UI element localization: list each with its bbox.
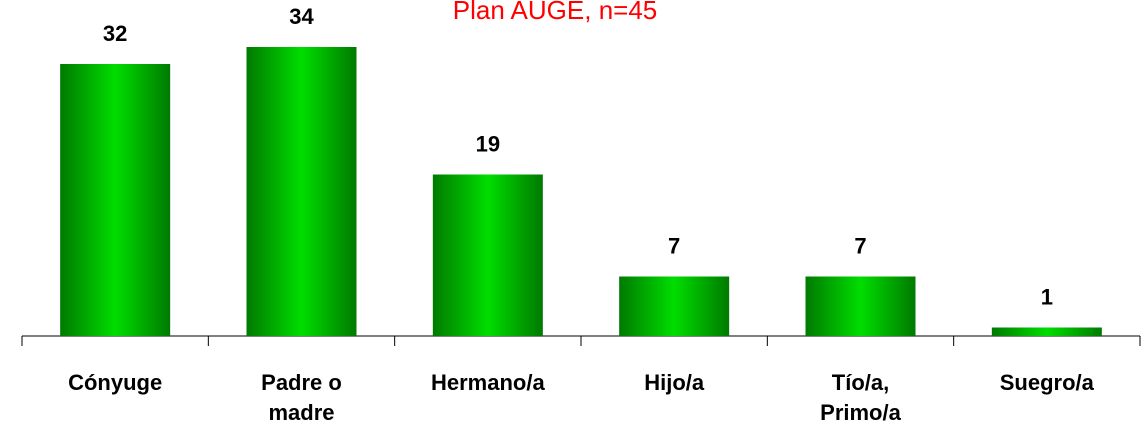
value-label: 32 xyxy=(103,21,127,46)
bar xyxy=(619,276,730,336)
value-label: 19 xyxy=(476,131,500,156)
value-label: 7 xyxy=(854,233,866,258)
bar xyxy=(60,64,171,336)
x-tick-label: Hijo/a xyxy=(644,370,705,395)
x-tick-label: Cónyuge xyxy=(68,370,163,395)
value-label: 7 xyxy=(668,233,680,258)
bar xyxy=(432,174,543,336)
value-label: 34 xyxy=(289,4,314,29)
x-tick-label: Padre o madre xyxy=(261,370,342,425)
bar xyxy=(991,327,1102,336)
value-label: 1 xyxy=(1041,284,1053,309)
bar xyxy=(805,276,916,336)
bar xyxy=(246,47,357,336)
x-tick-label: Hermano/a xyxy=(430,370,545,395)
chart-title: Plan AUGE, n=45 xyxy=(453,0,658,25)
x-tick-label: Tío/a, Primo/a xyxy=(820,370,901,425)
x-tick-label: Suegro/a xyxy=(999,370,1094,395)
